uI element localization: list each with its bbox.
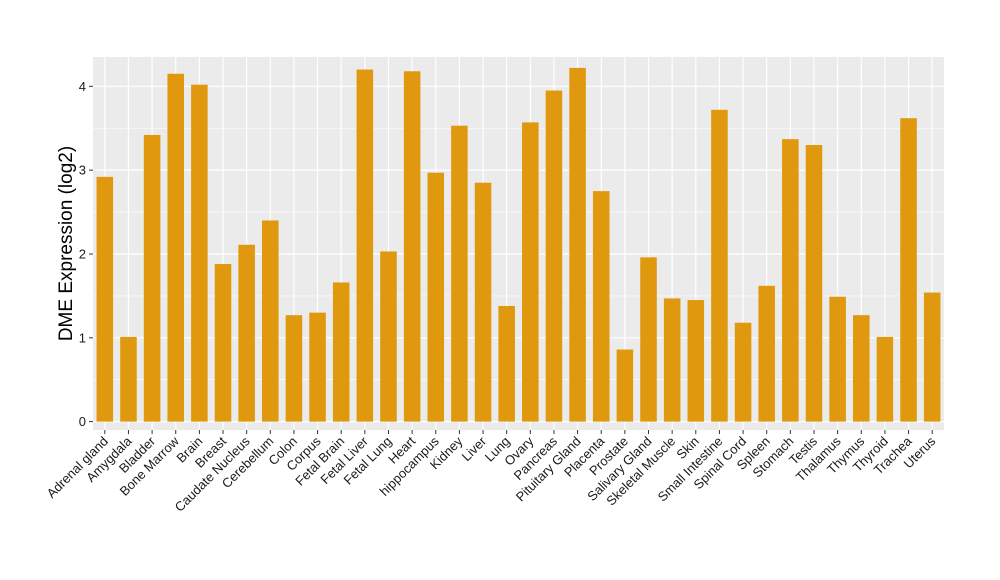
y-axis-title: DME Expression (log2) [56,146,77,341]
bar [451,125,468,422]
bar [569,67,586,422]
bars [96,67,941,422]
bar [687,300,705,422]
bar [758,285,775,422]
bar [309,312,326,422]
y-tick-label: 1 [79,330,86,345]
bar [640,257,657,422]
bar [474,182,492,422]
bar [143,134,161,422]
y-tick-label: 3 [79,163,86,178]
plot-panel [93,57,944,430]
bar [522,122,539,422]
bar [167,73,185,422]
bar [782,139,799,422]
y-tick-label: 4 [79,79,86,94]
y-tick-label: 2 [79,246,86,261]
bar [663,298,681,422]
y-axis: 0 1 2 3 4 [79,79,93,429]
bar [356,69,374,422]
bar [380,251,397,422]
bar [262,220,279,422]
bar [120,336,137,422]
bar [545,90,563,422]
y-tick-label: 0 [79,414,86,429]
bar [403,71,421,422]
bar [238,244,255,422]
bar [852,315,870,422]
bar [191,84,208,422]
bar [427,172,445,422]
x-tick-label: Liver [459,433,490,464]
bar [332,282,350,422]
bar [616,349,634,422]
bar [829,296,846,422]
bar [285,315,303,422]
bar [96,176,114,422]
bar [711,109,728,422]
bar [805,145,823,422]
bar [592,191,610,422]
bar [923,292,941,422]
bar [734,322,752,422]
bar [900,118,917,422]
bar [214,264,232,422]
bar [876,336,894,422]
bar [498,305,515,422]
